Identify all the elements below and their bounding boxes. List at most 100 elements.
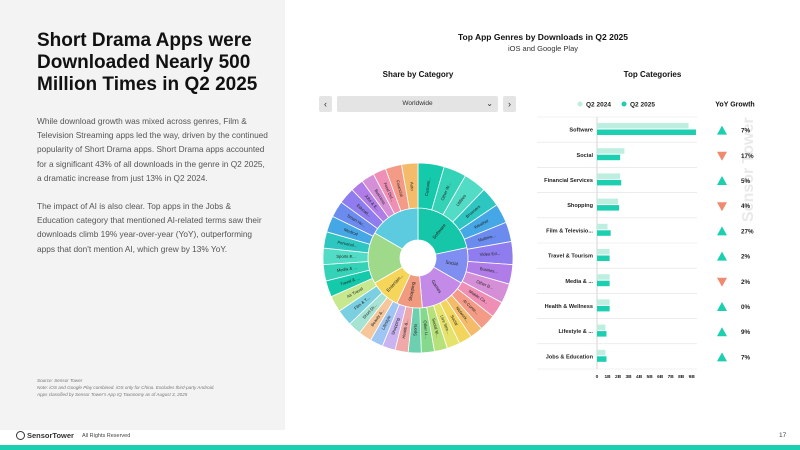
category-label: Travel & Tourism	[548, 254, 593, 260]
legend-q2-2025-label: Q2 2025	[630, 101, 655, 108]
bar-q2-2025	[597, 356, 607, 362]
bar-q2-2024	[597, 299, 610, 305]
legend-q2-2024-label: Q2 2024	[586, 101, 611, 108]
yoy-value: 4%	[741, 203, 751, 210]
body-text: While download growth was mixed across g…	[37, 114, 269, 256]
source-line: Source: Sensor Tower	[37, 378, 83, 383]
sunburst-center	[400, 240, 436, 276]
bar-q2-2024	[597, 274, 610, 280]
yoy-value: 2%	[741, 279, 751, 286]
bar-q2-2025	[597, 305, 610, 312]
yoy-value: 9%	[741, 329, 751, 336]
sunburst-chart: SoftwareSocialGamesShoppingEntertain...C…	[322, 162, 514, 354]
x-tick-label: 4B	[636, 374, 643, 380]
next-button[interactable]: ›	[503, 96, 516, 112]
category-label: Lifestyle & ...	[558, 329, 593, 335]
yoy-value: 7%	[741, 128, 751, 135]
triangle-up-icon	[717, 352, 727, 362]
triangle-up-icon	[717, 302, 727, 311]
sunburst-outer-segment[interactable]	[401, 162, 419, 210]
legend-q2-2025-marker	[621, 101, 627, 107]
bar-q2-2024	[597, 148, 625, 154]
x-tick-label: 6B	[657, 374, 664, 380]
category-label: Health & Wellness	[545, 304, 593, 310]
triangle-up-icon	[717, 327, 727, 337]
yoy-value: 17%	[741, 153, 754, 160]
sunburst-outer-label: Travel & ...	[339, 275, 360, 286]
x-tick-label: 1B	[604, 374, 611, 380]
yoy-value: 2%	[741, 254, 751, 261]
x-tick-label: 0	[596, 374, 599, 380]
body-paragraph-2: The impact of AI is also clear. Top apps…	[37, 201, 262, 254]
sunburst-outer-label: Busines...	[479, 266, 498, 274]
yoy-value: 27%	[741, 228, 754, 235]
sunburst-outer-label: Health &...	[401, 319, 409, 339]
watermark: Sensor Tower	[740, 117, 757, 222]
bar-q2-2025	[597, 280, 610, 287]
x-tick-label: 5B	[647, 374, 654, 380]
category-label: Software	[569, 128, 593, 134]
x-tick-label: 9B	[689, 374, 696, 380]
sunburst-outer-label: Multime...	[478, 233, 497, 243]
sunburst-outer-label: Social M...	[431, 318, 441, 338]
bar-q2-2025	[597, 179, 622, 186]
source-note: Source: Sensor Tower Note: iOS and Googl…	[37, 377, 282, 398]
sunburst-outer-label: Other Li...	[422, 320, 429, 339]
category-label: Film & Televisio...	[546, 228, 593, 234]
yoy-title: YoY Growth	[715, 101, 754, 108]
sunburst-outer-label: Shopping	[390, 317, 400, 336]
footer-rights: All Rights Reserved	[82, 433, 131, 439]
top-categories-title: Top Categories	[623, 70, 682, 79]
chart-title: Top App Genres by Downloads in Q2 2025	[457, 32, 629, 42]
note-line: Apps classified by Sensor Tower's App IQ…	[37, 392, 188, 397]
footer-brand: SensorTower	[27, 431, 74, 440]
bar-chart: Sensor Tower Q2 2024 Q2 2025 YoY Growth Soft…	[537, 101, 757, 380]
sunburst-outer-label: Media & ...	[337, 265, 358, 273]
note-line: Note: iOS and Google Play combined. iOS …	[37, 385, 215, 390]
sunburst-outer-label: Social	[449, 314, 459, 326]
body-paragraph-1: While download growth was mixed across g…	[37, 116, 268, 183]
left-panel	[0, 0, 285, 430]
bar-q2-2024	[597, 123, 689, 129]
headline: Short Drama Apps were Downloaded Nearly …	[37, 30, 258, 95]
bar-q2-2024	[597, 223, 608, 230]
bar-q2-2025	[597, 129, 696, 135]
footer-bar	[0, 445, 800, 450]
category-label: Financial Services	[544, 178, 593, 184]
bar-q2-2024	[597, 324, 606, 331]
legend-q2-2024-marker	[577, 101, 583, 107]
sunburst-outer-label: Sports	[412, 324, 417, 336]
region-dropdown[interactable]: Worldwide ⌄	[337, 96, 498, 112]
sunburst-outer-label: Customi...	[424, 177, 432, 196]
category-label: Shopping	[567, 203, 593, 209]
page-number: 17	[779, 432, 787, 439]
sunburst-inner-label: Social	[445, 260, 458, 267]
sunburst-outer-label: Personal...	[337, 240, 358, 249]
triangle-up-icon	[717, 125, 727, 135]
sunburst-inner-label: Shopping	[408, 281, 416, 301]
sunburst-outer-label: Other W...	[440, 182, 452, 201]
chart-subtitle: iOS and Google Play	[507, 44, 579, 53]
x-tick-label: 7B	[668, 374, 675, 380]
bar-q2-2024	[597, 198, 619, 205]
sunburst-outer-label: Lifestyle	[380, 314, 392, 331]
triangle-down-icon	[717, 202, 727, 212]
x-tick-label: 3B	[626, 374, 633, 380]
yoy-value: 7%	[741, 354, 751, 361]
triangle-down-icon	[717, 277, 727, 287]
bar-q2-2025	[597, 205, 620, 211]
bar-q2-2024	[597, 349, 606, 356]
prev-button[interactable]: ‹	[319, 96, 332, 112]
sunburst-outer-label: Auto	[409, 182, 415, 192]
yoy-value: 5%	[741, 178, 751, 185]
triangle-up-icon	[717, 176, 727, 185]
category-label: Media & ...	[565, 279, 593, 285]
sunburst-outer-label: Video Ed...	[480, 251, 501, 257]
footer-logo: SensorTower	[16, 431, 74, 440]
category-label: Social	[577, 153, 594, 159]
bar-q2-2024	[597, 173, 621, 179]
triangle-up-icon	[717, 251, 727, 261]
bar-q2-2024	[597, 249, 610, 255]
dropdown-value: Worldwide	[402, 100, 433, 107]
x-tick-label: 8B	[678, 374, 685, 380]
